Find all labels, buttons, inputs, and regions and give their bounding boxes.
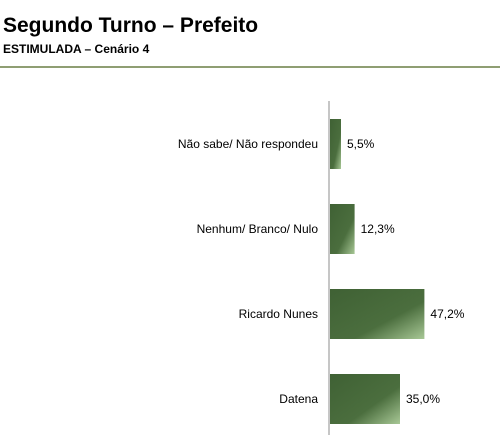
- value-label-1: 12,3%: [361, 222, 395, 236]
- value-label-3: 35,0%: [406, 392, 440, 406]
- category-label-0: Não sabe/ Não respondeu: [178, 137, 318, 151]
- bar-2: [330, 289, 425, 339]
- value-label-2: 47,2%: [430, 307, 464, 321]
- category-label-3: Datena: [279, 392, 318, 406]
- value-label-0: 5,5%: [347, 137, 375, 151]
- page-title: Segundo Turno – Prefeito: [3, 14, 259, 37]
- category-label-1: Nenhum/ Branco/ Nulo: [197, 222, 319, 236]
- page-subtitle: ESTIMULADA – Cenário 4: [3, 42, 150, 56]
- header-divider: [0, 66, 500, 68]
- bar-3: [330, 374, 400, 424]
- bar-0: [330, 119, 341, 169]
- bar-1: [330, 204, 355, 254]
- category-label-2: Ricardo Nunes: [239, 307, 318, 321]
